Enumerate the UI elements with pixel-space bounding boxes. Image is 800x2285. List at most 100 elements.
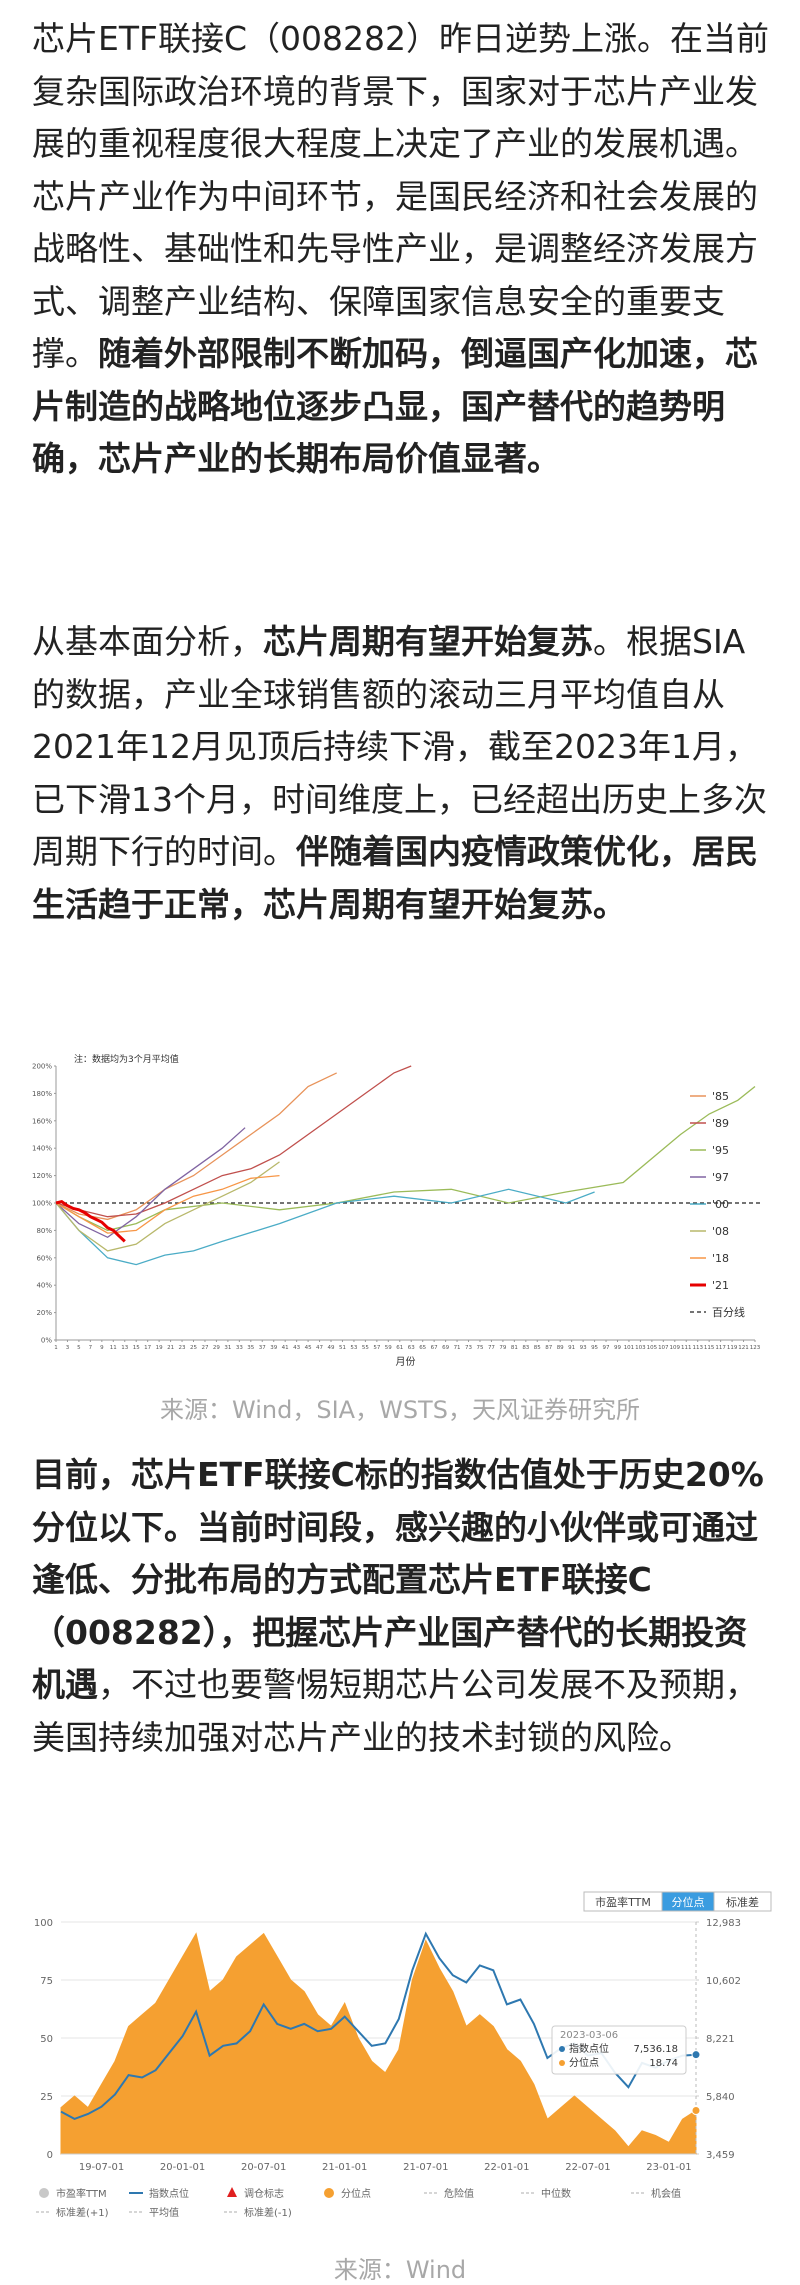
tooltip-value: 18.74 (649, 2058, 678, 2069)
x-tick-label: 63 (408, 1345, 415, 1351)
x-tick-label: 61 (396, 1345, 403, 1351)
text: ，不过也要警惕短期芯片公司发展不及预期，美国持续加强对芯片产业的技术封锁的风险。 (32, 1665, 758, 1757)
point (691, 2106, 701, 2116)
x-tick-label: 21-07-01 (403, 2162, 448, 2173)
x-tick-label: 41 (282, 1345, 289, 1351)
legend-swatch (227, 2187, 237, 2197)
legend-label: 市盈率TTM (56, 2187, 107, 2200)
y-tick-label: 100 (34, 1918, 53, 1929)
x-tick-label: 35 (247, 1345, 254, 1351)
x-tick-label: 123 (750, 1345, 761, 1351)
series-line (55, 1188, 595, 1266)
y2-tick-label: 5,840 (706, 2092, 735, 2103)
legend-label: '00 (712, 1198, 729, 1211)
y-tick-label: 120% (32, 1172, 52, 1180)
bold-text: 芯片周期有望开始复苏 (263, 622, 593, 661)
x-tick-label: 7 (89, 1345, 93, 1351)
y-tick-label: 20% (36, 1309, 52, 1317)
paragraph: 目前，芯片ETF联接C标的指数估值处于历史20%分位以下。当前时间段，感兴趣的小… (32, 1449, 772, 1764)
x-tick-label: 51 (339, 1345, 346, 1351)
legend-label: 中位数 (541, 2187, 571, 2200)
tooltip-title: 2023-03-06 (560, 2030, 618, 2041)
series-line (55, 1199, 126, 1243)
series-area (60, 1932, 697, 2155)
x-tick-label: 43 (293, 1345, 300, 1351)
x-tick-label: 22-01-01 (484, 2162, 529, 2173)
legend-label: 百分线 (712, 1305, 745, 1319)
x-tick-label: 47 (316, 1345, 323, 1351)
series-line (55, 1085, 756, 1232)
x-tick-label: 15 (133, 1345, 140, 1351)
x-tick-label: 25 (190, 1345, 197, 1351)
x-tick-label: 77 (488, 1345, 495, 1351)
y-tick-label: 0% (41, 1337, 52, 1345)
x-tick-label: 53 (350, 1345, 357, 1351)
x-tick-label: 21-01-01 (322, 2162, 367, 2173)
x-tick-label: 59 (385, 1345, 392, 1351)
y-tick-label: 75 (40, 1976, 53, 1987)
x-tick-label: 73 (465, 1345, 472, 1351)
legend-label: '97 (712, 1171, 729, 1184)
bold-text: 目前，芯片ETF联接C标的指数估值处于历史20%分位以下。当前时间段，感兴趣的小… (32, 1455, 764, 1704)
y-tick-label: 40% (36, 1282, 52, 1290)
y-tick-label: 25 (40, 2092, 53, 2103)
y-tick-label: 140% (32, 1145, 52, 1153)
x-tick-label: 121 (738, 1345, 749, 1351)
tab-label: 市盈率TTM (595, 1895, 651, 1909)
legend-label: '08 (712, 1225, 729, 1238)
x-tick-label: 39 (270, 1345, 277, 1351)
x-tick-label: 111 (681, 1345, 692, 1351)
text: 从基本面分析， (32, 622, 263, 661)
x-tick-label: 37 (259, 1345, 266, 1351)
y2-tick-label: 12,983 (706, 1918, 741, 1929)
legend-label: 分位点 (341, 2187, 371, 2200)
y-tick-label: 60% (36, 1254, 52, 1262)
tab[interactable] (713, 1891, 772, 1912)
tooltip-dot (559, 2060, 565, 2066)
legend-label: '18 (712, 1252, 729, 1265)
caption: 来源：Wind，SIA，WSTS，天风证券研究所 (160, 1396, 640, 1424)
x-tick-label: 67 (431, 1345, 438, 1351)
y2-tick-label: 10,602 (706, 1976, 741, 1987)
x-tick-label: 29 (213, 1345, 220, 1351)
x-tick-label: 27 (201, 1345, 208, 1351)
series-line (55, 1174, 280, 1234)
y-tick-label: 80% (36, 1227, 52, 1235)
x-tick-label: 117 (715, 1345, 726, 1351)
legend-label: 危险值 (444, 2187, 474, 2200)
x-tick-label: 19 (156, 1345, 163, 1351)
x-tick-label: 79 (499, 1345, 506, 1351)
caption: 来源：Wind (333, 2256, 467, 2284)
x-tick-label: 23-01-01 (646, 2162, 691, 2173)
legend-label: 调仓标志 (244, 2187, 284, 2200)
x-tick-label: 3 (66, 1345, 70, 1351)
x-tick-label: 11 (110, 1345, 117, 1351)
y2-tick-label: 8,221 (706, 2034, 735, 2045)
x-tick-label: 5 (77, 1345, 81, 1351)
legend-label: '89 (712, 1117, 729, 1130)
x-tick-label: 9 (100, 1345, 104, 1351)
x-tick-label: 22-07-01 (565, 2162, 610, 2173)
x-tick-label: 1 (54, 1345, 58, 1351)
x-tick-label: 33 (236, 1345, 243, 1351)
tab-label: 标准差 (726, 1895, 759, 1909)
y-tick-label: 200% (32, 1063, 52, 1071)
x-tick-label: 49 (328, 1345, 335, 1351)
tooltip (551, 2025, 687, 2075)
x-tick-label: 97 (603, 1345, 610, 1351)
chart: 注：数据均为3个月平均值0%20%40%60%80%100%120%140%16… (32, 1053, 763, 1368)
y-tick-label: 50 (40, 2034, 53, 2045)
tooltip-dot (559, 2046, 565, 2052)
x-tick-label: 93 (580, 1345, 587, 1351)
series-line (55, 1161, 280, 1252)
series-line (55, 1065, 412, 1218)
x-tick-label: 83 (522, 1345, 529, 1351)
x-tick-label: 81 (511, 1345, 518, 1351)
x-tick-label: 20-01-01 (160, 2162, 205, 2173)
paragraph: 芯片ETF联接C（008282）昨日逆势上涨。在当前复杂国际政治环境的背景下，国… (32, 13, 772, 486)
x-tick-label: 109 (670, 1345, 681, 1351)
series-line (55, 1127, 246, 1239)
y2-tick-label: 3,459 (706, 2150, 735, 2161)
x-tick-label: 95 (591, 1345, 598, 1351)
tooltip-name: 指数点位 (569, 2042, 609, 2055)
